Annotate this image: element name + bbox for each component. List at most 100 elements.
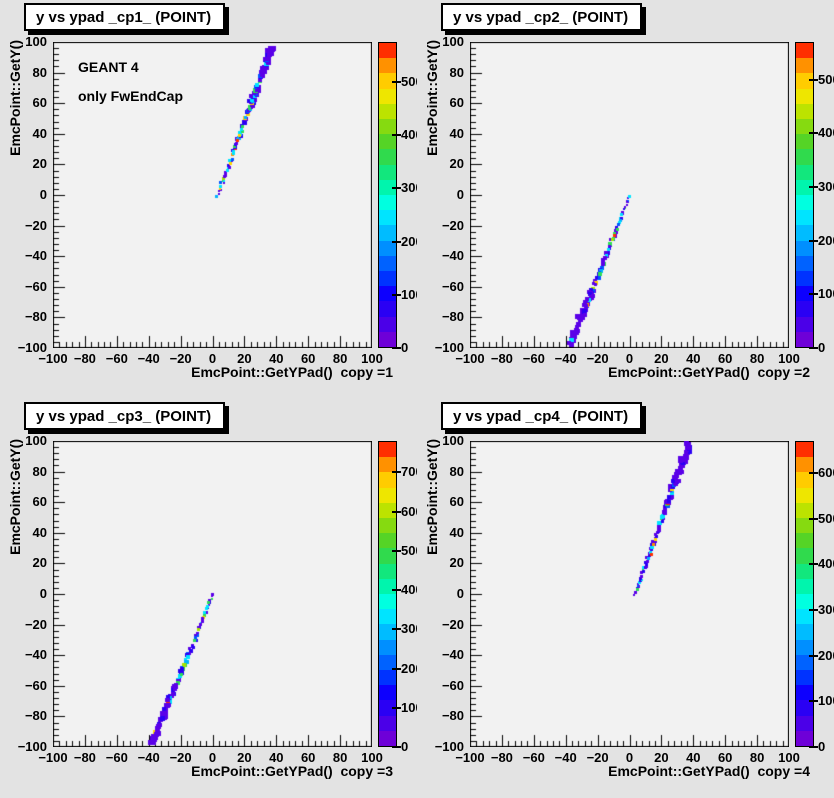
pad-cp3: y vs ypad _cp3_ (POINT) EmcPoint::GetY()… <box>0 399 417 798</box>
pad-title-box: y vs ypad _cp3_ (POINT) <box>24 402 226 430</box>
palette-band <box>379 670 396 686</box>
x-tick-label: 20 <box>654 351 669 366</box>
z-tick-label: 0 <box>401 739 409 754</box>
palette-band <box>379 518 396 534</box>
z-tick <box>392 549 401 552</box>
y-tick-label: 20 <box>32 156 47 172</box>
z-tick <box>392 706 401 709</box>
palette-band <box>796 73 813 89</box>
y-tick-label: 100 <box>442 34 464 49</box>
y-tick-label: 80 <box>32 64 47 80</box>
y-tick-label: 80 <box>32 463 47 479</box>
z-tick <box>392 746 401 748</box>
x-tick-label: −20 <box>586 351 609 366</box>
pad-cp2: y vs ypad _cp2_ (POINT) EmcPoint::GetY()… <box>417 0 834 399</box>
palette-band <box>796 609 813 625</box>
x-tick-label: −40 <box>137 351 160 366</box>
palette-band <box>379 654 396 671</box>
z-tick <box>392 471 401 474</box>
x-tick-label: 0 <box>625 351 634 366</box>
z-tick <box>809 293 818 296</box>
y-tick-label: −40 <box>441 647 464 663</box>
y-tick-label: −20 <box>441 217 464 233</box>
palette-band <box>379 164 396 180</box>
palette-band <box>379 88 396 104</box>
y-tick-label: 20 <box>449 156 464 172</box>
z-tick <box>809 185 818 188</box>
x-tick-label: 100 <box>361 351 383 366</box>
pad-title-box: y vs ypad _cp2_ (POINT) <box>441 3 643 31</box>
pad-cp4: y vs ypad _cp4_ (POINT) EmcPoint::GetY()… <box>417 399 834 798</box>
palette-band <box>796 164 813 180</box>
x-tick-label: 20 <box>237 750 252 765</box>
plot-points-canvas <box>470 42 789 348</box>
palette-band <box>796 134 813 150</box>
x-tick-label: −60 <box>105 351 128 366</box>
z-tick-label: 500 <box>401 73 417 89</box>
palette-band <box>379 225 396 241</box>
x-tick-label: −80 <box>73 750 96 765</box>
palette-band <box>796 518 813 534</box>
pad-cp1: y vs ypad _cp1_ (POINT) EmcPoint::GetY()… <box>0 0 417 399</box>
z-tick-label: 200 <box>818 647 834 663</box>
x-tick-label: −100 <box>455 351 485 366</box>
z-tick-label: 200 <box>401 660 417 676</box>
palette-band <box>796 502 813 519</box>
palette-band <box>796 563 813 579</box>
pad-title: y vs ypad _cp4_ (POINT) <box>453 407 629 425</box>
palette-band <box>796 225 813 241</box>
palette-band <box>796 255 813 272</box>
x-axis-title: EmcPoint::GetYPad() copy =1 <box>191 364 393 380</box>
z-tick <box>392 293 401 296</box>
z-tick-label: 0 <box>818 739 826 754</box>
z-tick-label: 400 <box>818 125 834 141</box>
z-color-palette <box>795 441 814 747</box>
palette-band <box>796 578 813 595</box>
palette-band <box>796 624 813 640</box>
z-tick-label: 300 <box>818 178 834 194</box>
palette-band <box>379 271 396 287</box>
palette-band <box>796 730 813 747</box>
z-tick-label: 100 <box>401 699 417 715</box>
x-tick-label: −60 <box>522 351 545 366</box>
palette-band <box>796 316 813 332</box>
x-tick-label: 60 <box>300 750 316 765</box>
x-tick-label: 40 <box>686 750 701 765</box>
palette-band <box>379 58 396 74</box>
y-tick-label: 60 <box>449 95 464 111</box>
z-tick <box>809 471 818 474</box>
z-tick-label: 600 <box>818 464 834 480</box>
z-tick-label: 300 <box>401 180 417 196</box>
palette-band <box>379 563 396 579</box>
palette-band <box>379 472 396 488</box>
palette-band <box>796 301 813 317</box>
y-tick-label: −80 <box>24 309 47 325</box>
palette-band <box>379 149 396 165</box>
palette-band <box>379 730 396 747</box>
palette-band <box>796 240 813 256</box>
palette-band <box>379 103 396 120</box>
z-tick <box>392 80 401 83</box>
y-tick-label: −100 <box>434 739 464 754</box>
y-tick-label: 40 <box>449 524 464 540</box>
z-color-palette <box>378 441 397 747</box>
z-tick <box>809 563 818 566</box>
x-axis-title: EmcPoint::GetYPad() copy =3 <box>191 763 393 779</box>
y-tick-label: 60 <box>449 494 464 510</box>
z-tick <box>809 700 818 703</box>
x-tick-label: 0 <box>208 351 217 366</box>
palette-band <box>379 240 396 256</box>
palette-band <box>379 533 396 549</box>
y-tick-label: −20 <box>441 616 464 632</box>
z-tick-label: 0 <box>818 340 826 355</box>
z-tick <box>809 78 818 81</box>
y-tick-label: −40 <box>24 248 47 264</box>
palette-band <box>796 700 813 716</box>
palette-band <box>796 442 813 458</box>
palette-band <box>379 43 396 59</box>
y-tick-label: −60 <box>441 278 464 294</box>
palette-band <box>796 715 813 731</box>
x-tick-label: 20 <box>654 750 669 765</box>
x-tick-label: 100 <box>361 750 383 765</box>
